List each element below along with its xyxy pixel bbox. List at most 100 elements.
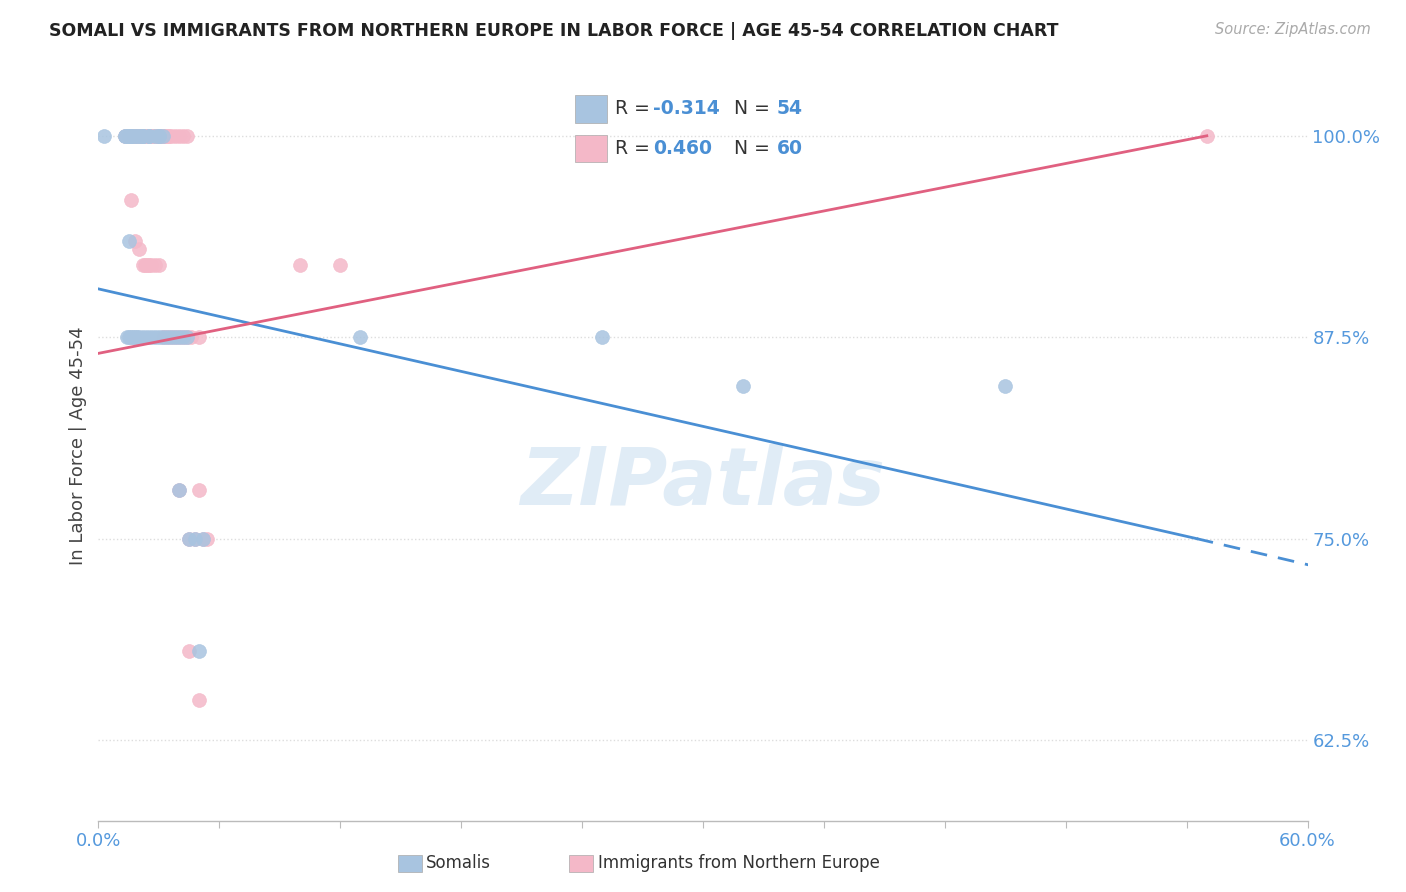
Point [156, 330, 179, 344]
Point [132, 128, 155, 143]
Point [167, 483, 190, 498]
Point [138, 258, 160, 272]
Point [167, 483, 190, 498]
Point [125, 128, 148, 143]
Point [120, 128, 142, 143]
Point [329, 258, 352, 272]
Point [120, 128, 142, 143]
Point [152, 128, 174, 143]
Point [135, 258, 157, 272]
Text: SOMALI VS IMMIGRANTS FROM NORTHERN EUROPE IN LABOR FORCE | AGE 45-54 CORRELATION: SOMALI VS IMMIGRANTS FROM NORTHERN EUROP… [49, 22, 1059, 40]
Point [139, 258, 162, 272]
Point [163, 330, 186, 344]
Point [156, 330, 179, 344]
Point [138, 128, 160, 143]
Point [118, 128, 141, 143]
Point [167, 330, 190, 344]
Point [143, 128, 166, 143]
Point [128, 128, 150, 143]
Point [138, 128, 160, 143]
Point [193, 532, 215, 546]
Point [143, 128, 166, 143]
Point [114, 128, 136, 143]
Point [591, 330, 613, 344]
Point [148, 128, 170, 143]
Point [135, 128, 157, 143]
Point [128, 128, 150, 143]
Point [120, 194, 142, 208]
Point [733, 378, 755, 392]
Point [179, 532, 201, 546]
Point [124, 128, 146, 143]
Point [120, 330, 142, 344]
Point [132, 128, 155, 143]
Point [114, 128, 136, 143]
Point [163, 128, 186, 143]
Point [124, 128, 146, 143]
Point [132, 128, 155, 143]
Point [172, 128, 194, 143]
Point [176, 330, 198, 344]
Point [148, 128, 170, 143]
Point [152, 128, 174, 143]
Point [124, 234, 146, 248]
Point [135, 330, 157, 344]
Point [172, 330, 194, 344]
Point [146, 128, 169, 143]
Point [115, 330, 138, 344]
Point [143, 258, 166, 272]
Point [184, 532, 207, 546]
Point [188, 693, 211, 707]
Text: ZIPatlas: ZIPatlas [520, 444, 886, 523]
Point [139, 128, 162, 143]
Point [142, 128, 165, 143]
Point [118, 128, 141, 143]
Point [163, 330, 186, 344]
Point [148, 128, 170, 143]
Point [93, 128, 115, 143]
Point [132, 258, 155, 272]
Point [128, 128, 150, 143]
Point [152, 330, 174, 344]
Point [120, 128, 142, 143]
Point [167, 330, 190, 344]
Text: Source: ZipAtlas.com: Source: ZipAtlas.com [1215, 22, 1371, 37]
Text: Immigrants from Northern Europe: Immigrants from Northern Europe [598, 855, 879, 872]
Point [160, 330, 183, 344]
Y-axis label: In Labor Force | Age 45-54: In Labor Force | Age 45-54 [69, 326, 87, 566]
Point [193, 532, 215, 546]
Point [176, 128, 198, 143]
Point [128, 242, 150, 256]
Point [121, 128, 143, 143]
Point [114, 128, 136, 143]
Point [124, 330, 146, 344]
Point [167, 128, 190, 143]
Point [152, 330, 174, 344]
Point [188, 330, 211, 344]
Point [180, 330, 202, 344]
Point [118, 128, 141, 143]
Point [148, 128, 170, 143]
Point [121, 330, 143, 344]
Point [125, 330, 148, 344]
Point [172, 330, 194, 344]
Point [176, 330, 198, 344]
Point [128, 128, 150, 143]
Point [129, 128, 152, 143]
Point [157, 128, 180, 143]
Point [138, 128, 160, 143]
Text: Somalis: Somalis [426, 855, 491, 872]
Point [118, 128, 141, 143]
Point [160, 128, 183, 143]
Point [134, 128, 156, 143]
Point [184, 532, 207, 546]
Point [132, 128, 155, 143]
Point [132, 330, 155, 344]
Point [179, 644, 201, 658]
Point [153, 128, 176, 143]
Point [160, 330, 183, 344]
Point [128, 330, 150, 344]
Point [349, 330, 371, 344]
Point [118, 330, 141, 344]
Point [118, 234, 141, 248]
